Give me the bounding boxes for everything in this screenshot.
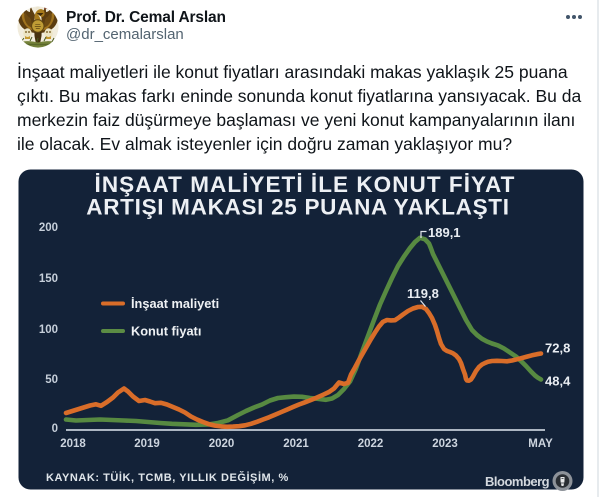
svg-text:MAY: MAY [528, 438, 553, 450]
svg-text:50: 50 [45, 374, 58, 386]
svg-text:2020: 2020 [209, 438, 235, 450]
svg-text:İNŞAAT MALİYETİ İLE KONUT FİYA: İNŞAAT MALİYETİ İLE KONUT FİYAT [95, 172, 516, 197]
svg-text:189,1: 189,1 [428, 225, 461, 240]
svg-text:200: 200 [39, 222, 58, 234]
svg-text:2022: 2022 [358, 438, 384, 450]
svg-text:KAYNAK: TÜİK, TCMB, YILLIK DEĞ: KAYNAK: TÜİK, TCMB, YILLIK DEĞİŞİM, % [46, 471, 289, 484]
svg-text:119,8: 119,8 [407, 286, 439, 301]
svg-text:2023: 2023 [432, 438, 458, 450]
svg-text:Konut fiyatı: Konut fiyatı [131, 324, 201, 339]
svg-text:2018: 2018 [60, 438, 86, 450]
svg-text:72,8: 72,8 [545, 341, 570, 356]
svg-text:İnşaat maliyeti: İnşaat maliyeti [131, 296, 219, 311]
svg-text:2019: 2019 [134, 438, 160, 450]
svg-text:2021: 2021 [283, 438, 309, 450]
svg-text:150: 150 [39, 273, 58, 285]
svg-text:ARTIŞI MAKASI 25 PUANA YAKLAŞT: ARTIŞI MAKASI 25 PUANA YAKLAŞTI [86, 195, 509, 220]
svg-text:100: 100 [39, 324, 58, 336]
svg-text:48,4: 48,4 [545, 374, 571, 389]
svg-text:Bloomberg: Bloomberg [485, 474, 550, 489]
svg-text:0: 0 [52, 423, 58, 435]
